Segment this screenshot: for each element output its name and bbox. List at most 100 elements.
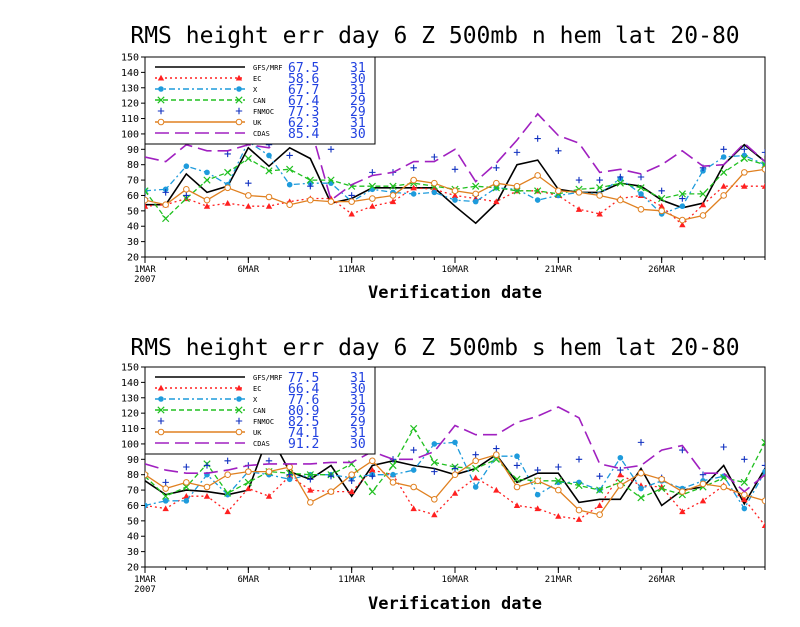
data-point: [616, 179, 624, 187]
data-point: [410, 446, 417, 454]
legend-entry: CAN 80.9 29: [155, 404, 366, 419]
data-point: [451, 166, 459, 173]
legend-marker: [236, 396, 242, 402]
data-point: [162, 505, 169, 512]
legend-mean: 77.3: [288, 105, 319, 120]
data-point: [637, 206, 645, 213]
series-uk: [145, 451, 765, 518]
data-point: [761, 522, 765, 529]
data-point: [741, 456, 748, 463]
data-point: [368, 182, 376, 190]
data-point: [203, 176, 211, 184]
data-point: [145, 471, 149, 478]
data-point: [740, 478, 748, 487]
data-point: [658, 194, 666, 203]
data-point: [224, 508, 231, 515]
data-point: [410, 424, 418, 433]
x-tick-label: 1MAR: [134, 265, 156, 275]
data-point: [534, 187, 542, 195]
data-point: [245, 468, 252, 475]
legend-name: FNMOC: [253, 108, 274, 116]
y-tick-label: 110: [121, 114, 139, 125]
data-point: [452, 439, 458, 446]
data-point: [244, 154, 252, 163]
data-point: [348, 477, 355, 485]
data-point: [245, 203, 252, 209]
legend-marker: [235, 96, 243, 104]
series-ec: [145, 466, 765, 529]
legend-marker: [157, 406, 165, 414]
y-tick-label: 50: [127, 516, 139, 527]
data-point: [224, 168, 232, 177]
legend-marker: [235, 74, 243, 81]
data-point: [389, 461, 397, 470]
series-line: [145, 157, 765, 220]
legend-name: UK: [253, 429, 262, 437]
legend-marker: [235, 118, 243, 126]
legend-entry: UK 74.1 31: [155, 426, 366, 441]
legend-marker: [157, 428, 165, 436]
data-point: [431, 189, 438, 196]
x-tick-label: 16MAR: [441, 575, 469, 585]
data-point: [617, 173, 624, 181]
data-point: [472, 451, 479, 458]
data-point: [203, 196, 211, 204]
data-point: [348, 192, 355, 199]
data-point: [369, 457, 376, 465]
legend-marker: [157, 417, 165, 425]
data-point: [555, 513, 562, 519]
legend-marker: [158, 86, 164, 92]
data-point: [782, 203, 788, 209]
data-point: [224, 491, 231, 498]
legend-count: 29: [350, 415, 366, 430]
data-point: [451, 187, 459, 195]
data-point: [389, 198, 397, 205]
y-tick-label: 40: [127, 532, 139, 543]
legend-count: 31: [350, 83, 366, 98]
legend-entry: CAN 67.4 29: [155, 94, 366, 109]
data-point: [493, 179, 500, 187]
x-tick-label: 21MAR: [545, 575, 573, 585]
data-point: [782, 169, 788, 175]
data-point: [699, 201, 707, 208]
data-point: [145, 502, 148, 509]
chart-panel-1: RMS height err day 6 Z 500mb n hem lat 2…: [121, 23, 788, 303]
legend-name: X: [253, 396, 258, 404]
legend-name: GFS/MRF: [253, 64, 283, 72]
data-point: [162, 479, 169, 486]
data-point: [534, 135, 541, 142]
data-point: [389, 192, 397, 199]
data-point: [679, 203, 686, 210]
data-point: [782, 465, 788, 471]
data-point: [203, 483, 211, 491]
data-point: [389, 182, 397, 190]
x-axis-label: Verification date: [368, 594, 542, 614]
data-point: [348, 198, 355, 205]
data-point: [431, 496, 438, 503]
data-point: [513, 182, 521, 190]
data-point: [410, 184, 417, 191]
data-point: [369, 466, 376, 473]
series-line: [145, 469, 765, 527]
data-point: [678, 190, 686, 198]
data-point: [451, 471, 459, 478]
data-point: [493, 198, 500, 205]
data-point: [327, 488, 335, 495]
y-tick-label: 70: [127, 486, 139, 497]
data-point: [307, 476, 314, 483]
data-point: [145, 203, 149, 209]
data-point: [245, 192, 252, 199]
legend-mean: 58.6: [288, 72, 319, 87]
legend-mean: 74.1: [288, 426, 319, 441]
data-point: [596, 184, 604, 192]
data-point: [720, 483, 727, 491]
data-point: [431, 179, 438, 187]
data-point: [554, 477, 562, 485]
data-point: [761, 183, 765, 189]
data-point: [617, 454, 624, 461]
legend-marker: [157, 384, 165, 391]
legend-marker: [158, 396, 164, 402]
y-tick-label: 120: [121, 409, 139, 420]
data-point: [472, 198, 479, 205]
x-tick-label: 21MAR: [545, 265, 573, 275]
